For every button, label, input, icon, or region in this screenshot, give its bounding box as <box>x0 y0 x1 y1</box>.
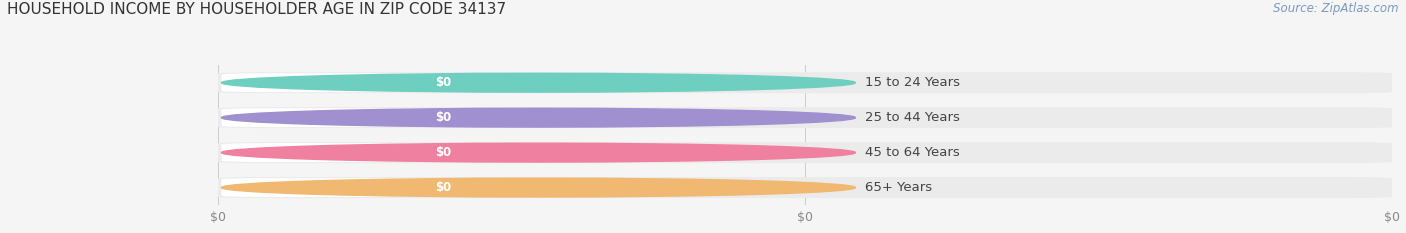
Circle shape <box>222 143 855 162</box>
FancyBboxPatch shape <box>415 109 471 126</box>
FancyBboxPatch shape <box>222 73 474 92</box>
Circle shape <box>222 73 855 92</box>
Text: $0: $0 <box>436 111 451 124</box>
Text: $0: $0 <box>436 146 451 159</box>
Text: Source: ZipAtlas.com: Source: ZipAtlas.com <box>1274 2 1399 15</box>
Text: $0: $0 <box>436 76 451 89</box>
Circle shape <box>222 178 855 197</box>
FancyBboxPatch shape <box>218 72 1392 93</box>
Text: HOUSEHOLD INCOME BY HOUSEHOLDER AGE IN ZIP CODE 34137: HOUSEHOLD INCOME BY HOUSEHOLDER AGE IN Z… <box>7 2 506 17</box>
Text: 45 to 64 Years: 45 to 64 Years <box>865 146 959 159</box>
Text: 65+ Years: 65+ Years <box>865 181 932 194</box>
FancyBboxPatch shape <box>222 178 474 197</box>
FancyBboxPatch shape <box>415 74 471 92</box>
FancyBboxPatch shape <box>218 177 1392 198</box>
FancyBboxPatch shape <box>415 144 471 161</box>
Text: 25 to 44 Years: 25 to 44 Years <box>865 111 960 124</box>
FancyBboxPatch shape <box>218 107 1392 128</box>
FancyBboxPatch shape <box>415 179 471 196</box>
FancyBboxPatch shape <box>222 108 474 127</box>
Text: $0: $0 <box>436 181 451 194</box>
Circle shape <box>222 108 855 127</box>
FancyBboxPatch shape <box>218 142 1392 163</box>
FancyBboxPatch shape <box>222 143 474 162</box>
Text: 15 to 24 Years: 15 to 24 Years <box>865 76 960 89</box>
